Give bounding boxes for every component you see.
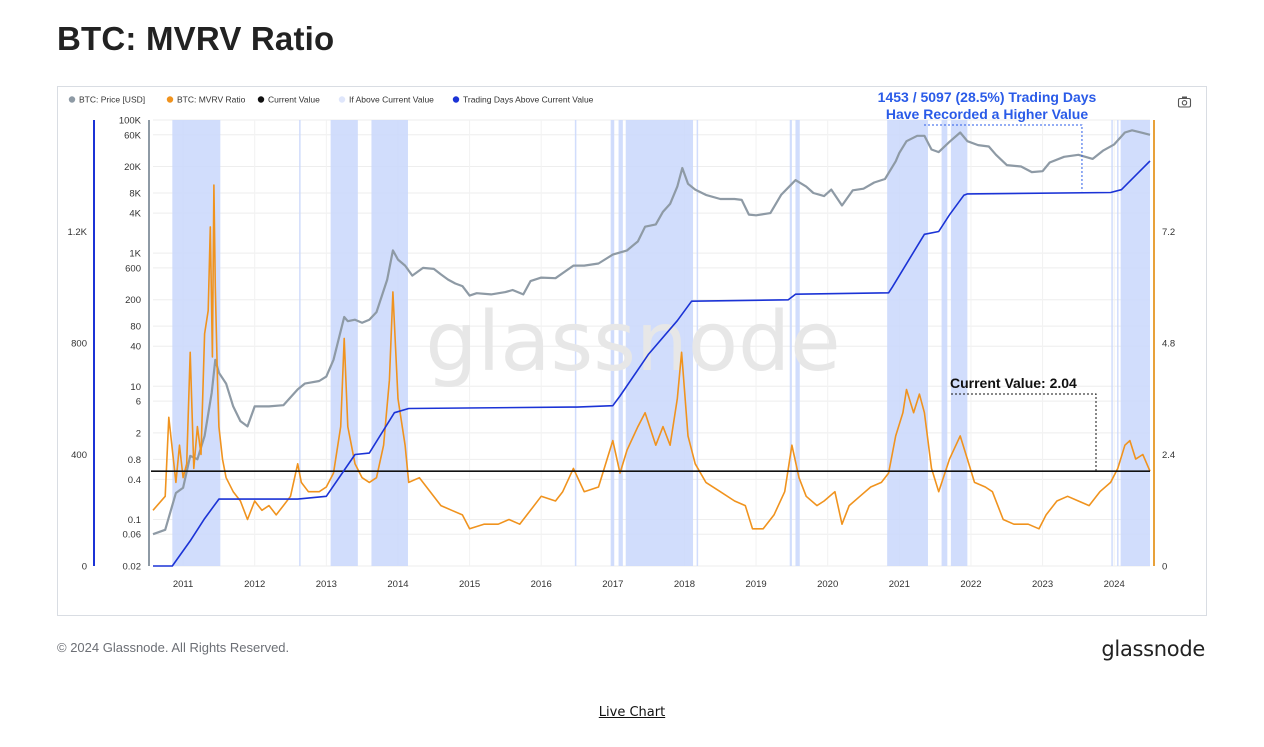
x-axis-tick: 2022: [960, 579, 981, 590]
price-axis-tick: 80: [130, 322, 141, 333]
x-axis-tick: 2012: [244, 579, 265, 590]
price-axis-tick: 40: [130, 342, 141, 353]
right-axis-tick: 0: [1162, 562, 1167, 573]
price-axis-tick: 20K: [124, 162, 142, 173]
page-title: BTC: MVRV Ratio: [57, 20, 335, 57]
x-axis-tick: 2024: [1104, 579, 1125, 590]
x-axis-tick: 2013: [316, 579, 337, 590]
x-axis-tick: 2019: [746, 579, 767, 590]
above-current-value-bands: [172, 120, 1150, 566]
above-period-band: [1117, 120, 1119, 566]
x-axis-tick: 2014: [387, 579, 408, 590]
above-period-band: [1120, 120, 1150, 566]
x-axis-tick: 2015: [459, 579, 480, 590]
price-axis-tick: 200: [125, 295, 141, 306]
price-axis-tick: 100K: [119, 116, 142, 127]
left-axis-tick: 400: [71, 450, 87, 461]
legend-label: Current Value: [268, 95, 320, 105]
chart-card: glassnode 100K 60K 20K 8K 4K 1K 600 200 80 40 10 6 2…: [57, 86, 1207, 616]
legend-item: If Above Current Value: [338, 95, 434, 105]
above-period-band: [950, 120, 968, 566]
annotation-days-leader: [924, 124, 1083, 192]
legend-item: Trading Days Above Current Value: [452, 95, 594, 105]
above-period-band: [610, 120, 615, 566]
annotation-days-line1: 1453 / 5097 (28.5%) Trading Days: [878, 89, 1097, 105]
right-axis-tick: 7.2: [1162, 227, 1175, 238]
price-axis-tick: 0.4: [128, 475, 141, 486]
above-period-band: [574, 120, 577, 566]
chart-svg: glassnode 100K60K20K8K4K1K60020080401062…: [67, 89, 1192, 591]
legend-item: BTC: MVRV Ratio: [166, 95, 246, 105]
watermark: glassnode: [425, 295, 840, 390]
x-axis-tick: 2018: [674, 579, 695, 590]
live-chart-link-wrap: Live Chart: [0, 705, 1264, 720]
annotation-current-leader: [951, 393, 1097, 472]
above-period-band: [625, 120, 694, 566]
price-axis-tick: 0.06: [123, 530, 142, 541]
x-axis-tick: 2023: [1032, 579, 1053, 590]
legend-label: BTC: MVRV Ratio: [177, 95, 246, 105]
legend-label: Trading Days Above Current Value: [463, 95, 594, 105]
price-axis-tick: 1K: [129, 249, 141, 260]
legend-marker: [257, 96, 265, 103]
camera-icon[interactable]: [1177, 96, 1192, 108]
above-period-band: [789, 120, 792, 566]
above-period-band: [941, 120, 948, 566]
live-chart-link[interactable]: Live Chart: [598, 705, 666, 720]
legend-item: Current Value: [257, 95, 320, 105]
above-period-band: [795, 120, 800, 566]
annotation-current-value: Current Value: 2.04: [950, 375, 1077, 391]
price-axis-tick: 4K: [129, 209, 141, 220]
mvrv-series: [152, 184, 1151, 530]
left-axis-tick: 800: [71, 339, 87, 350]
copyright-text: © 2024 Glassnode. All Rights Reserved.: [57, 640, 290, 655]
legend-label: BTC: Price [USD]: [79, 95, 145, 105]
legend-label: If Above Current Value: [349, 95, 434, 105]
price-axis-tick: 600: [125, 263, 141, 274]
legend-item: BTC: Price [USD]: [68, 95, 145, 105]
x-axis-tick: 2016: [531, 579, 552, 590]
price-series: [152, 129, 1151, 536]
legend-marker: [338, 96, 346, 103]
x-axis-tick: 2011: [173, 579, 193, 590]
x-axis-tick: 2020: [817, 579, 838, 590]
legend-marker: [452, 96, 460, 103]
legend-marker: [166, 96, 174, 103]
price-axis-tick: 0.8: [128, 455, 141, 466]
above-period-band: [1111, 120, 1113, 566]
price-line: [152, 129, 1151, 536]
left-axis-tick: 0: [82, 562, 87, 573]
price-axis-tick: 2: [136, 428, 141, 439]
price-axis-tick: 0.1: [128, 515, 141, 526]
above-period-band: [696, 120, 699, 566]
above-period-band: [371, 120, 408, 566]
axes: 100K 60K 20K 8K 4K 1K 600 200 80 40 10 6 2 0.8 0.4 0.1 0…: [67, 116, 1175, 591]
price-axis-tick: 0.02: [123, 562, 142, 573]
annotation-days-line2: Have Recorded a Higher Value: [886, 106, 1089, 122]
price-axis-tick: 8K: [129, 189, 141, 200]
price-axis-tick: 10: [130, 382, 141, 393]
trading-days-series: [153, 160, 1151, 567]
glassnode-logo: glassnode: [1101, 637, 1205, 661]
right-axis-tick: 2.4: [1162, 450, 1175, 461]
above-period-band: [887, 120, 928, 566]
legend-marker: [68, 96, 76, 103]
x-axis-tick: 2017: [602, 579, 623, 590]
price-axis-tick: 60K: [124, 130, 142, 141]
price-axis-tick: 6: [136, 397, 141, 408]
right-axis-tick: 4.8: [1162, 339, 1175, 350]
trading-days-line: [153, 160, 1151, 567]
x-axis-tick: 2021: [889, 579, 910, 590]
above-period-band: [299, 120, 301, 566]
above-period-band: [618, 120, 623, 566]
legend: BTC: Price [USD] BTC: MVRV Ratio Current V…: [68, 95, 594, 105]
left-axis-tick: 1.2K: [67, 227, 87, 238]
mvrv-line: [152, 184, 1151, 530]
